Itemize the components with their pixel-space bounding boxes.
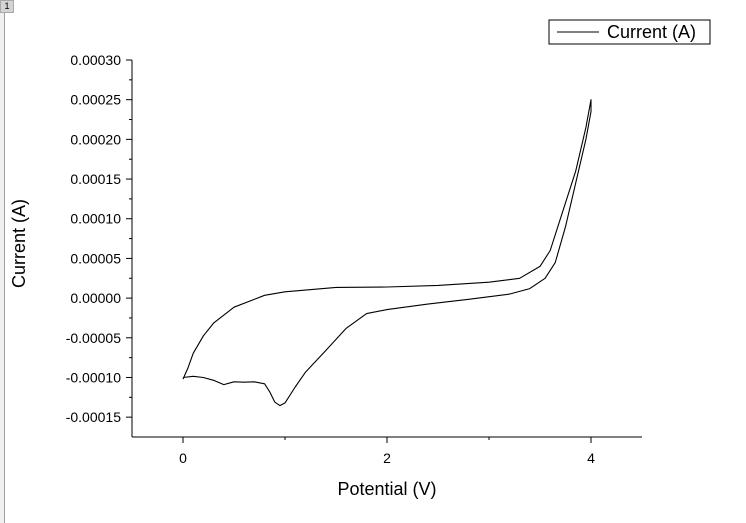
y-tick-label: 0.00005 — [70, 250, 121, 266]
y-tick-label: -0.00010 — [66, 369, 121, 385]
series-line — [182, 99, 592, 407]
y-tick-label: 0.00025 — [70, 92, 121, 108]
window-edge — [0, 13, 5, 523]
y-tick-label: 0.00010 — [70, 211, 121, 227]
y-tick-label: 0.00020 — [70, 131, 121, 147]
y-tick-label: 0.00030 — [70, 52, 121, 68]
x-tick-label: 2 — [383, 450, 391, 466]
x-tick-label: 4 — [587, 450, 595, 466]
y-axis-title: Current (A) — [9, 199, 29, 288]
page-tab[interactable]: 1 — [0, 0, 14, 13]
y-tick-label: -0.00005 — [66, 330, 121, 346]
x-axis: 0 2 4 — [179, 437, 595, 466]
legend[interactable]: Current (A) — [548, 19, 711, 45]
x-axis-title: Potential (V) — [337, 479, 436, 499]
x-tick-label: 0 — [179, 450, 187, 466]
plot-frame — [131, 60, 642, 438]
series-layer — [182, 99, 592, 407]
y-tick-label: 0.00015 — [70, 171, 121, 187]
y-tick-label: -0.00015 — [66, 409, 121, 425]
y-tick-label: 0.00000 — [70, 290, 121, 306]
y-axis: -0.00015 -0.00010 -0.00005 0.00000 0.00005 0.… — [66, 52, 132, 425]
legend-label: Current (A) — [607, 22, 696, 42]
